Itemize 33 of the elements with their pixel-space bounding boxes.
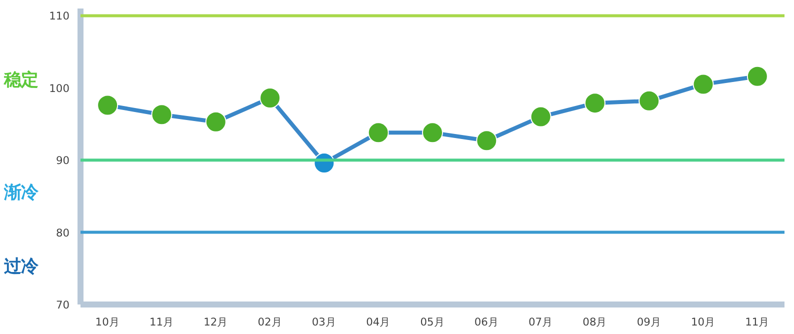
x-tick-label: 12月 — [204, 316, 228, 328]
point — [530, 106, 552, 128]
point — [97, 94, 118, 116]
x-tick-label: 11月 — [745, 316, 770, 328]
y-tick-label: 70 — [56, 298, 70, 312]
x-tick-label: 07月 — [528, 316, 554, 328]
x-tick-label: 02月 — [258, 316, 282, 328]
x-tick-label: 05月 — [420, 316, 445, 328]
x-tick-label: 10月 — [690, 316, 716, 328]
x-tick-label: 09月 — [636, 316, 662, 328]
text: 渐冷 — [3, 182, 40, 202]
point — [422, 122, 443, 144]
x-tick-label: 04月 — [366, 316, 391, 328]
x-tick-label: 10月 — [95, 316, 120, 328]
y-tick-label: 90 — [56, 154, 70, 168]
point — [368, 122, 389, 144]
point — [151, 104, 172, 126]
point — [476, 130, 498, 152]
point — [260, 88, 281, 108]
y-tick-label: 80 — [56, 226, 70, 240]
text: 稳定 — [3, 70, 38, 90]
x-tick-label: 06月 — [474, 316, 499, 328]
y-tick-label: 110 — [49, 10, 70, 23]
x-tick-label: 11月 — [149, 316, 174, 328]
y-tick-label: 100 — [49, 82, 70, 95]
point — [584, 92, 606, 114]
x-tick-label: 03月 — [312, 316, 336, 328]
x-tick-label: 08月 — [582, 316, 608, 328]
point — [638, 90, 660, 112]
point — [746, 66, 768, 87]
text: 过冷 — [3, 256, 40, 276]
point — [692, 74, 714, 95]
point — [205, 111, 226, 132]
